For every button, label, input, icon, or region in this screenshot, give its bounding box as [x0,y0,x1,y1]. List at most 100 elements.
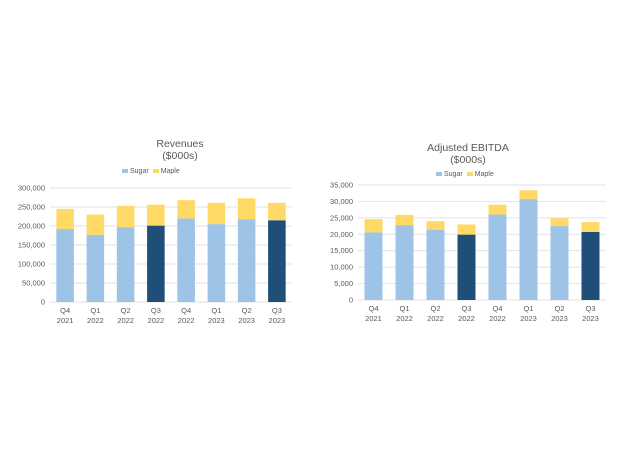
ebitda-bar-maple [457,224,476,235]
ebitda-legend-sugar-label: Sugar [444,171,463,178]
revenues-xtick-year: 2023 [269,316,286,325]
ebitda-legend-sugar: Sugar [436,171,463,178]
ebitda-bar-sugar [488,214,507,300]
ebitda-xtick-year: 2023 [520,314,537,323]
revenues-subtitle: ($000s) [162,150,198,162]
revenues-xtick-year: 2022 [117,316,134,325]
revenues-ytick-label: 200,000 [18,222,45,231]
maple-swatch [466,172,473,176]
ebitda-title: Adjusted EBITDA [427,142,509,154]
ebitda-xtick-year: 2022 [489,314,506,323]
revenues-bar-sugar [86,234,105,302]
ebitda-xtick-year: 2022 [458,314,475,323]
revenues-xtick-quarter: Q3 [151,306,161,315]
revenues-bar-sugar [177,218,195,302]
ebitda-bar-maple [519,190,538,200]
ebitda-bar-maple [364,219,383,233]
revenues-ytick-label: 0 [41,298,45,307]
ebitda-xtick-quarter: Q3 [585,304,595,313]
ebitda-bar-sugar [426,229,445,300]
revenues-bar-maple [56,208,74,230]
ebitda-ytick-label: 25,000 [330,213,353,222]
revenues-title-block: Revenues ($000s) [80,138,280,162]
ebitda-xtick-quarter: Q4 [368,304,378,313]
ebitda-legend: Sugar Maple [436,171,494,178]
revenues-bar-sugar [237,219,256,302]
ebitda-bar-maple [488,204,507,215]
revenues-bar-maple [147,204,165,226]
revenues-ytick-label: 150,000 [18,241,45,250]
ebitda-xtick-quarter: Q4 [492,304,502,313]
revenues-legend-maple-label: Maple [160,168,180,175]
revenues-xtick-quarter: Q3 [272,306,282,315]
revenues-bar-maple [86,214,105,235]
ebitda-xtick-year: 2023 [582,314,599,323]
revenues-bar-sugar [268,220,286,302]
ebitda-ytick-label: 0 [349,296,353,305]
revenues-xtick-quarter: Q4 [181,306,191,315]
ebitda-ytick-label: 20,000 [330,230,353,239]
ebitda-bar-maple [426,221,445,230]
revenues-xtick-year: 2022 [148,316,165,325]
maple-swatch [152,169,159,173]
revenues-xtick-year: 2023 [238,316,255,325]
ebitda-bar-sugar [550,226,569,300]
ebitda-bar-sugar [364,232,383,300]
revenues-bar-maple [116,205,135,228]
ebitda-bar-maple [550,218,569,227]
ebitda-subtitle: ($000s) [450,154,486,166]
ebitda-xtick-year: 2022 [427,314,444,323]
revenues-legend-sugar: Sugar [122,168,149,175]
ebitda-bar-maple [395,214,414,226]
ebitda-xtick-year: 2021 [365,314,382,323]
revenues-bar-maple [177,200,195,219]
ebitda-bar-maple [581,222,600,232]
ebitda-xtick-quarter: Q2 [554,304,564,313]
revenues-xtick-year: 2022 [87,316,104,325]
ebitda-bar-sugar [457,234,476,300]
revenues-legend-maple: Maple [152,168,180,175]
revenues-ytick-label: 300,000 [18,184,45,193]
revenues-bar-sugar [116,227,135,302]
revenues-bar-sugar [207,224,226,302]
ebitda-legend-maple: Maple [466,171,494,178]
revenues-xtick-quarter: Q2 [121,306,131,315]
revenues-xtick-quarter: Q4 [60,306,70,315]
revenues-ytick-label: 250,000 [18,203,45,212]
sugar-swatch [122,169,128,173]
ebitda-legend-maple-label: Maple [474,171,494,178]
ebitda-title-block: Adjusted EBITDA ($000s) [368,142,568,166]
revenues-title: Revenues [156,138,204,150]
revenues-bar-maple [268,202,286,221]
revenues-bar-maple [237,198,256,220]
revenues-xtick-quarter: Q1 [90,306,100,315]
revenues-xtick-year: 2022 [178,316,195,325]
ebitda-ytick-label: 15,000 [330,246,353,255]
ebitda-ytick-label: 10,000 [330,263,353,272]
ebitda-bar-sugar [395,225,414,300]
ebitda-xtick-quarter: Q2 [430,304,440,313]
ebitda-xtick-quarter: Q1 [399,304,409,313]
ebitda-xtick-year: 2022 [396,314,413,323]
revenues-bar-sugar [147,225,165,302]
revenues-bar-sugar [56,229,74,302]
ebitda-xtick-quarter: Q1 [523,304,533,313]
revenues-ytick-label: 100,000 [18,260,45,269]
ebitda-ytick-label: 35,000 [330,181,353,190]
revenues-xtick-year: 2021 [57,316,74,325]
ebitda-xtick-year: 2023 [551,314,568,323]
ebitda-ytick-label: 30,000 [330,197,353,206]
ebitda-bar-sugar [581,231,600,300]
ebitda-xtick-quarter: Q3 [461,304,471,313]
revenues-legend-sugar-label: Sugar [130,168,149,175]
revenues-xtick-quarter: Q2 [242,306,252,315]
ebitda-bar-sugar [519,199,538,300]
revenues-bar-maple [207,202,226,225]
revenues-xtick-year: 2023 [208,316,225,325]
revenues-ytick-label: 50,000 [22,279,45,288]
ebitda-ytick-label: 5,000 [334,279,353,288]
revenues-legend: Sugar Maple [122,168,180,175]
sugar-swatch [436,172,442,176]
revenues-xtick-quarter: Q1 [211,306,221,315]
